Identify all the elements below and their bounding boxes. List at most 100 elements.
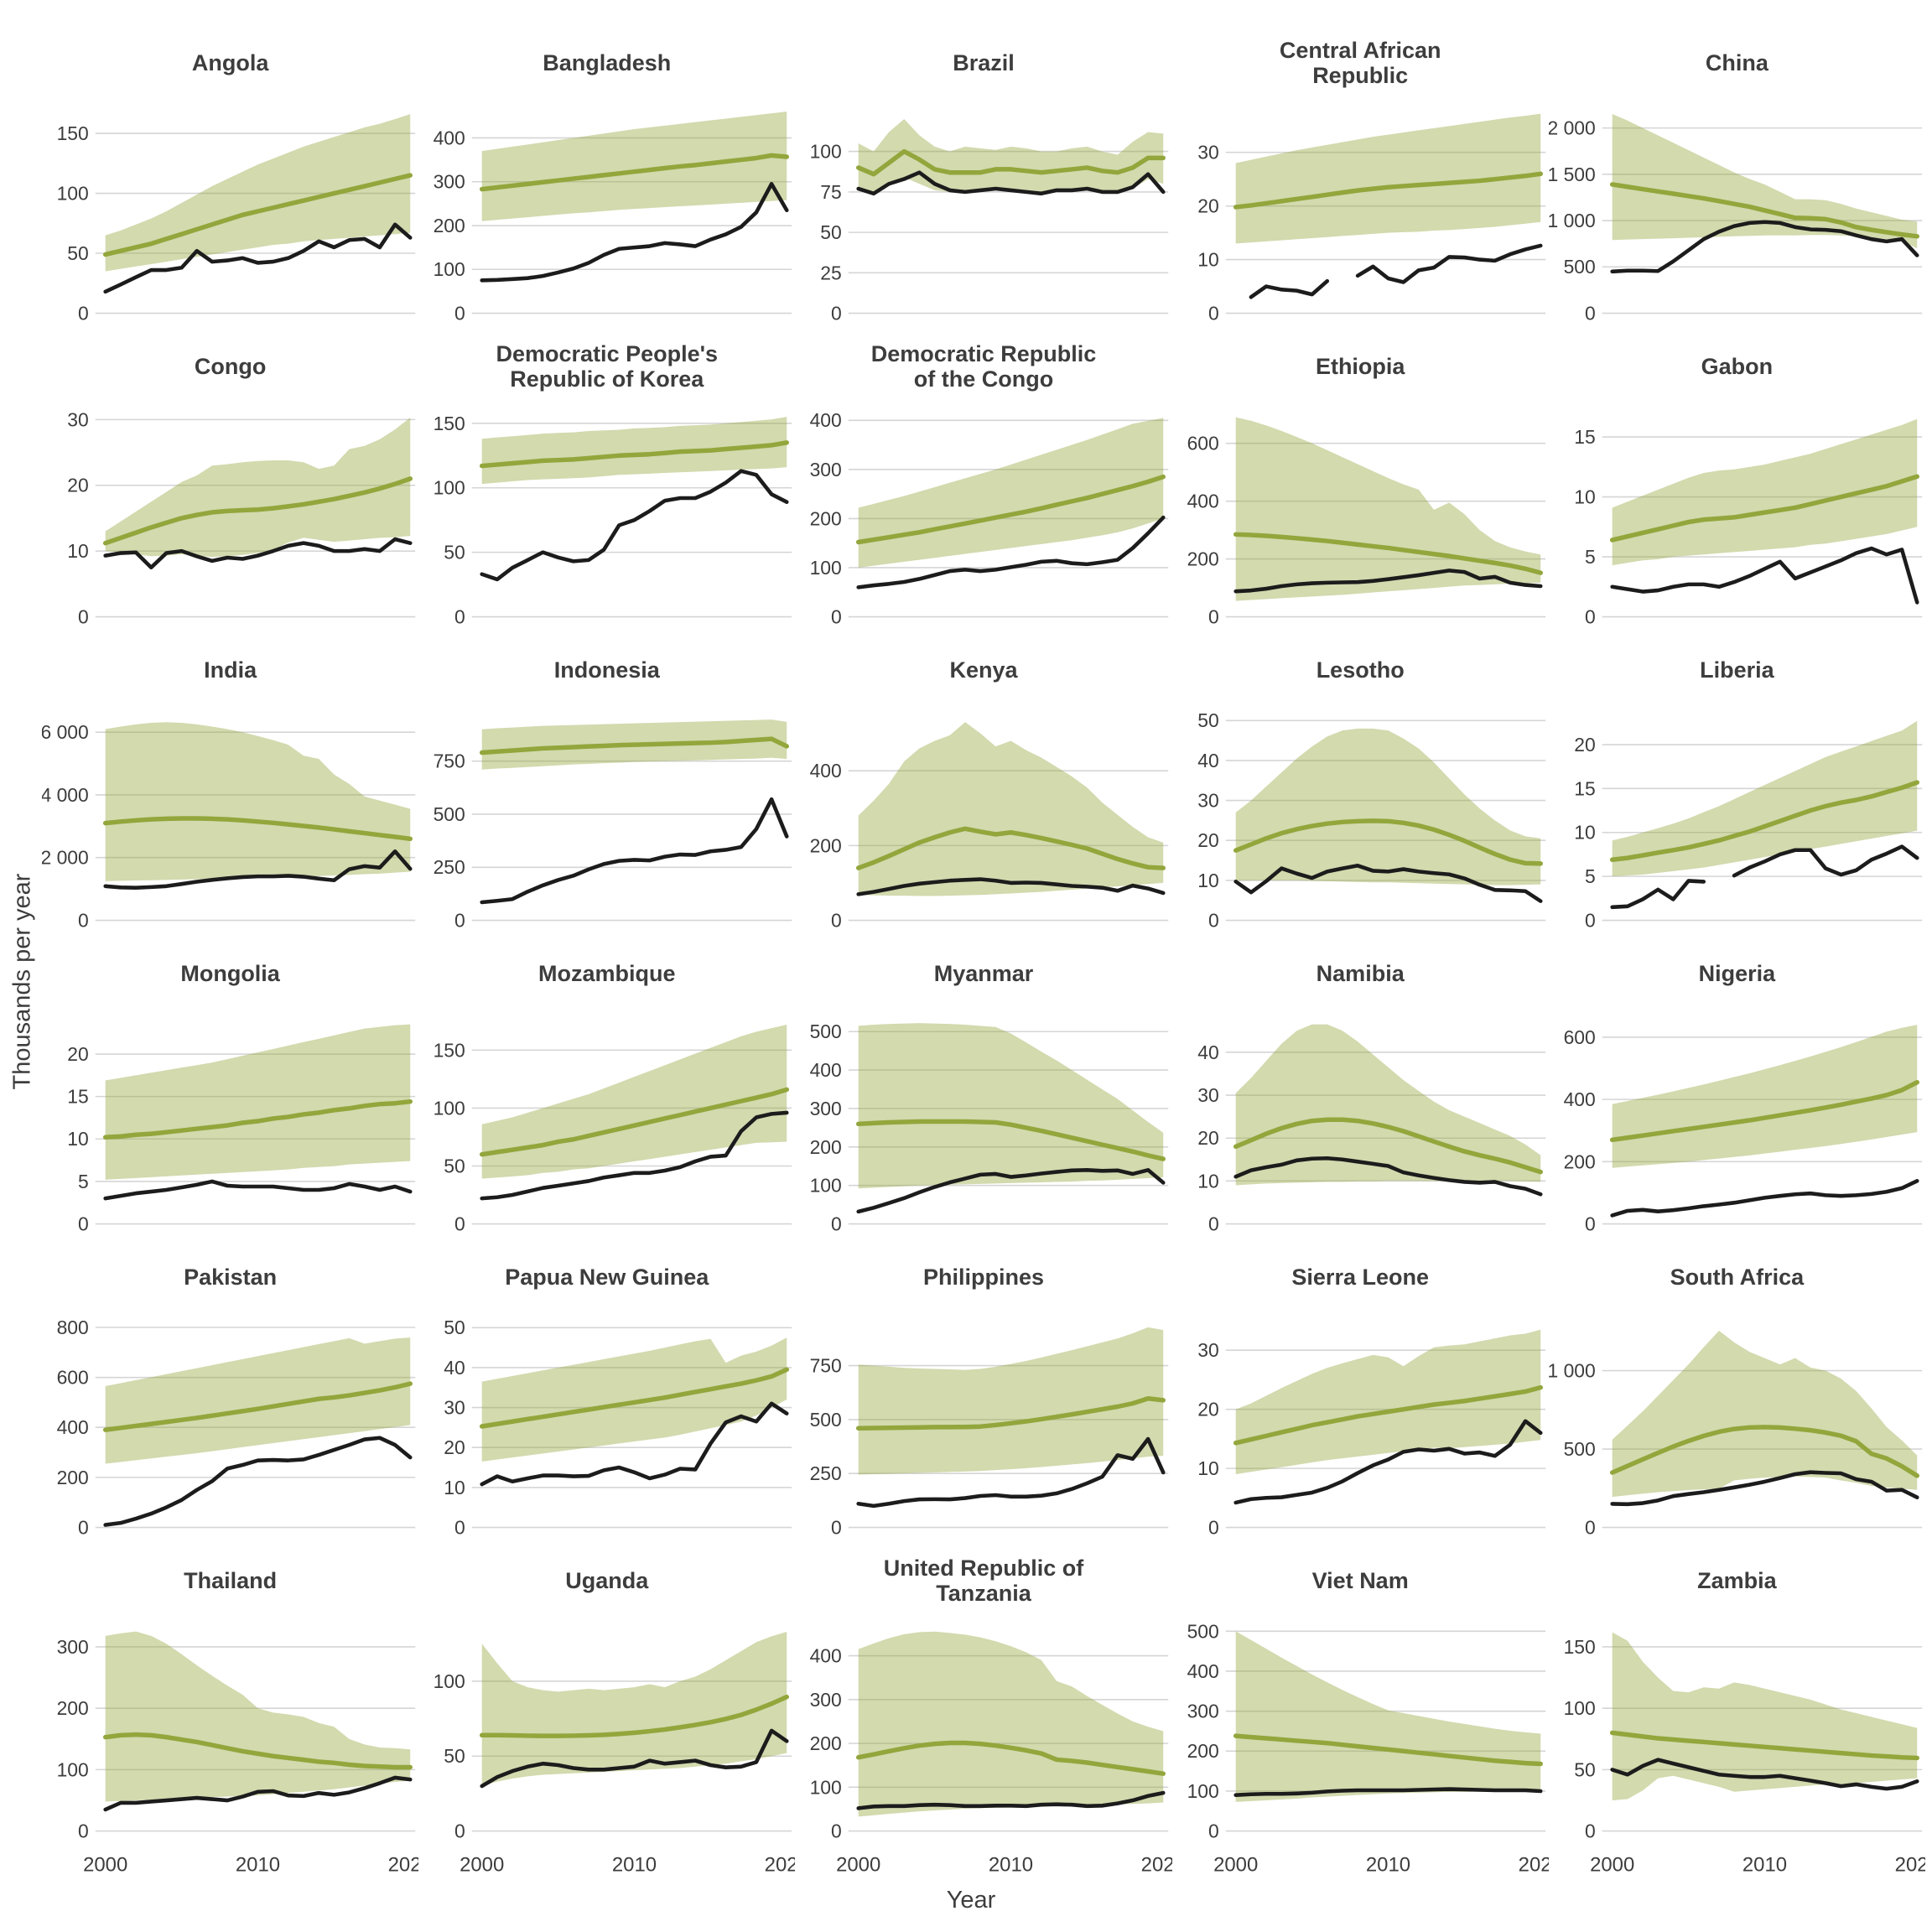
uncertainty-band	[1235, 1024, 1540, 1186]
notifications-line	[103, 1436, 413, 1527]
y-tick-label: 0	[1208, 1820, 1219, 1842]
estimate-line	[1233, 1384, 1543, 1446]
facet-plot: 0 10 20 30	[67, 408, 416, 627]
y-tick-label: 100	[434, 1670, 465, 1692]
y-tick-label: 50	[444, 542, 465, 564]
estimate-line	[480, 736, 790, 756]
facet-title: Ethiopia	[1315, 353, 1405, 379]
y-tick-label: 750	[810, 1355, 842, 1377]
y-tick-label: 30	[67, 408, 88, 430]
uncertainty-band	[1235, 728, 1540, 886]
notifications-line	[856, 1790, 1166, 1810]
facet-title: United Republic of Tanzania	[883, 1555, 1084, 1606]
facet-title: Namibia	[1316, 960, 1405, 986]
uncertainty-band	[481, 417, 787, 485]
y-tick-label: 30	[1197, 1339, 1218, 1361]
facet-plot: 0 100 200 300 400	[434, 112, 792, 324]
y-tick-label: 0	[78, 909, 89, 931]
facet-title: Viet Nam	[1311, 1567, 1409, 1593]
notifications-line	[856, 1436, 1166, 1509]
uncertainty-band	[481, 112, 787, 221]
estimate-line	[480, 1087, 790, 1157]
y-tick-label: 50	[1197, 709, 1218, 731]
y-tick-label: 300	[810, 1098, 842, 1119]
facet-indonesia: Indonesia 0 250 500 750	[418, 637, 795, 941]
facet-title: South Africa	[1670, 1264, 1805, 1290]
estimate-line	[856, 1396, 1166, 1431]
facet-title: China	[1705, 49, 1768, 75]
facet-philippines: Philippines 0 250 500 750	[795, 1244, 1171, 1548]
y-tick-label: 750	[434, 750, 465, 772]
facet-title: Kenya	[949, 657, 1018, 683]
estimate-line	[102, 816, 413, 842]
facet-plot: 0 10 20 30 40 50	[444, 1317, 792, 1538]
facet-title: Uganda	[565, 1567, 649, 1593]
estimate-line	[856, 474, 1166, 545]
y-tick-label: 0	[78, 1213, 89, 1234]
notifications-line	[1610, 546, 1919, 605]
y-tick-label: 50	[821, 221, 842, 243]
y-tick-label: 30	[444, 1397, 465, 1419]
estimate-line	[1609, 1425, 1919, 1478]
facet-plot: 0 25 50 75 100	[810, 119, 1169, 324]
facet-congo: Congo 0 10 20 30	[42, 334, 418, 637]
estimate-line	[856, 1119, 1166, 1161]
x-axis-title-text: Year	[946, 1887, 996, 1914]
uncertainty-band	[105, 1337, 411, 1464]
facet-lesotho: Lesotho 0 10 20 30 40 50	[1172, 637, 1549, 941]
facet-china: China 0 500 1 000 1 500 2 000	[1549, 30, 1925, 334]
y-tick-label: 4 000	[42, 784, 89, 806]
facet-title: Brazil	[953, 49, 1015, 75]
notifications-line	[480, 797, 789, 905]
x-tick-label: 2000	[83, 1853, 127, 1876]
uncertainty-band	[1612, 1025, 1918, 1168]
y-tick-label: 500	[810, 1021, 842, 1042]
uncertainty-band	[105, 1631, 411, 1802]
facet-plot: 0 5 10 15 20	[67, 1024, 416, 1234]
facet-plot: 0 10 20 30 40 50	[1197, 709, 1545, 931]
y-tick-label: 800	[57, 1317, 89, 1338]
y-tick-label: 400	[810, 1644, 842, 1666]
y-tick-label: 200	[57, 1697, 89, 1719]
facet-title: Central African Republic	[1279, 37, 1441, 88]
y-tick-label: 0	[831, 302, 842, 324]
y-tick-label: 30	[1197, 142, 1218, 164]
estimate-line	[1233, 1117, 1543, 1175]
notifications-line	[1610, 220, 1919, 274]
facet-plot: 0 500 1 000 1 500 2 000	[1549, 113, 1923, 324]
y-tick-label: 75	[821, 181, 842, 203]
notifications-line	[103, 1179, 413, 1201]
facet-plot: 0 200 400 600 800	[57, 1317, 416, 1538]
y-tick-label: 200	[810, 1136, 842, 1158]
facet-kenya: Kenya 0 200 400	[795, 637, 1171, 941]
y-tick-label: 0	[831, 605, 842, 627]
y-tick-label: 500	[1187, 1620, 1218, 1642]
y-tick-label: 10	[444, 1477, 465, 1498]
notifications-line	[1249, 243, 1543, 299]
uncertainty-band	[859, 1631, 1164, 1817]
y-tick-label: 10	[1197, 1170, 1218, 1192]
facet-gabon: Gabon 0 5 10 15	[1549, 334, 1925, 637]
notifications-line	[1233, 569, 1543, 594]
facet-plot: 0 10 20 30 40	[1197, 1024, 1545, 1234]
facet-plot: 0 100 200 300 400	[810, 409, 1169, 627]
y-tick-label: 400	[1187, 491, 1218, 512]
notifications-line	[480, 1728, 789, 1789]
facet-papua-new-guinea: Papua New Guinea 0 10 20 30 40 50	[418, 1244, 795, 1548]
y-tick-label: 500	[810, 1409, 842, 1431]
x-tick-label: 2020	[1141, 1853, 1172, 1876]
notifications-line	[103, 222, 413, 294]
x-tick-label: 2010	[236, 1853, 280, 1876]
facet-bangladesh: Bangladesh 0 100 200 300 400	[418, 30, 795, 334]
uncertainty-band	[859, 722, 1164, 896]
notifications-line	[1233, 863, 1543, 903]
facet-plot: 0 5 10 15	[1574, 418, 1923, 627]
y-tick-label: 200	[1187, 548, 1218, 570]
y-tick-label: 150	[434, 413, 465, 434]
y-tick-label: 400	[810, 409, 842, 431]
facet-title: Democratic Republic of the Congo	[870, 340, 1097, 392]
y-tick-label: 200	[434, 215, 465, 236]
facet-nigeria: Nigeria 0 200 400 600	[1549, 941, 1925, 1244]
notifications-line	[480, 1401, 789, 1487]
notifications-line	[480, 469, 789, 582]
